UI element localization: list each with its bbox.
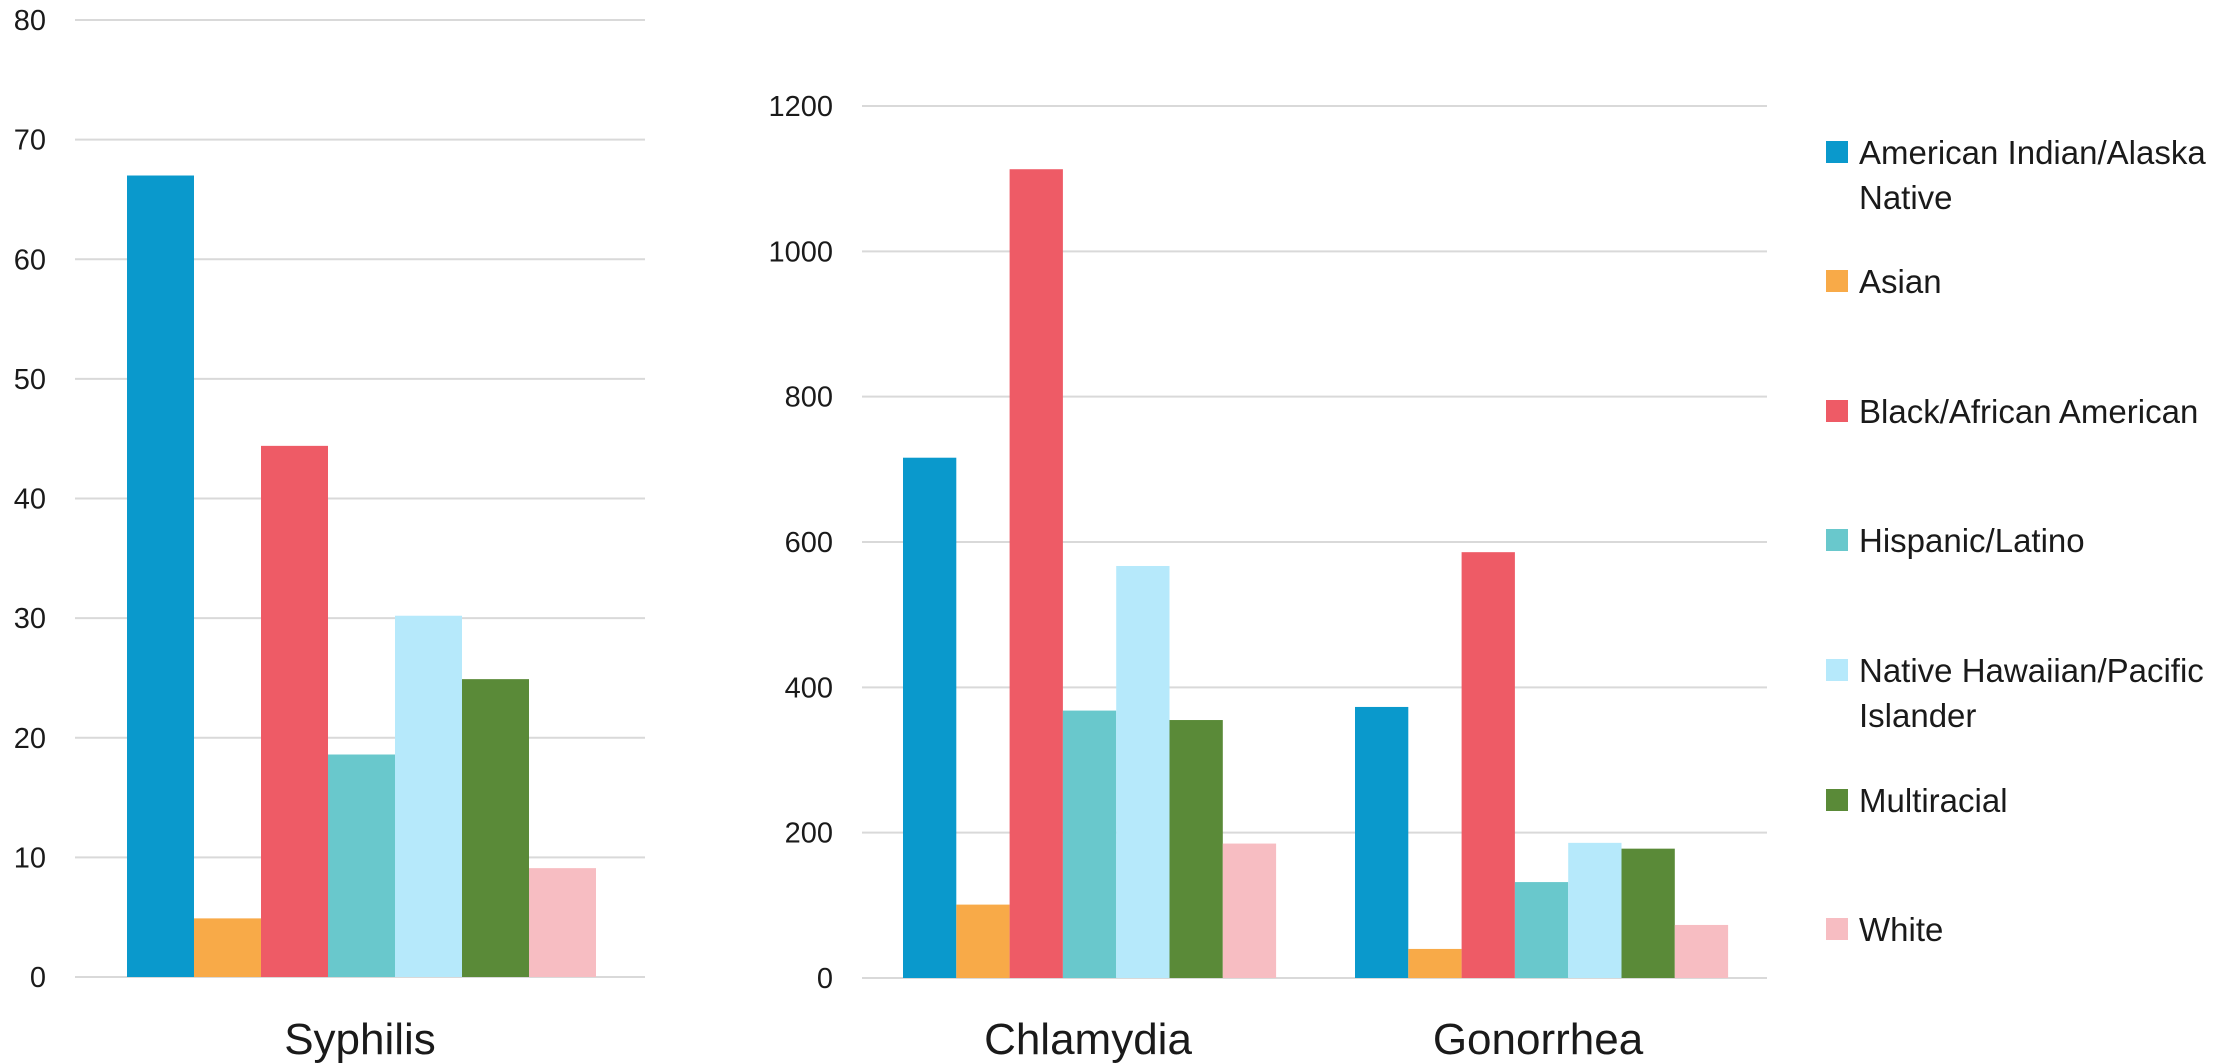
y-tick-label: 800 — [785, 382, 833, 414]
legend-label: Asian — [1859, 263, 1942, 300]
bar-chlamydia-black-african-american — [1009, 169, 1063, 979]
y-tick-label: 30 — [14, 603, 46, 635]
y-tick-label: 70 — [14, 125, 46, 157]
legend-swatch-american-indian-alaska-native — [1826, 141, 1848, 163]
legend-swatch-multiracial — [1826, 789, 1848, 811]
category-label-gonorrhea: Gonorrhea — [1433, 1015, 1644, 1064]
y-tick-label: 1000 — [768, 236, 833, 268]
y-tick-label: 1200 — [768, 91, 833, 123]
legend-swatch-native-hawaiian-pacific-islander — [1826, 659, 1848, 681]
y-tick-label: 40 — [14, 484, 46, 516]
legend-label: White — [1859, 911, 1943, 948]
legend: American Indian/Alaska Native Asian Black/A… — [1826, 134, 2206, 948]
bar-syphilis-black-african-american — [261, 445, 328, 977]
bar-chlamydia-multiracial — [1169, 720, 1223, 978]
syphilis-chart: 0 10 20 30 40 50 60 70 80 Syphilis — [14, 5, 645, 1064]
bar-chlamydia-asian — [956, 904, 1010, 978]
bar-gonorrhea-multiracial — [1621, 848, 1675, 978]
bar-gonorrhea-hispanic-latino — [1514, 882, 1569, 978]
legend-label: Multiracial — [1859, 782, 2008, 819]
y-tick-label: 10 — [14, 842, 46, 874]
category-label-chlamydia: Chlamydia — [984, 1015, 1192, 1064]
legend-swatch-white — [1826, 918, 1848, 940]
category-label-syphilis: Syphilis — [284, 1015, 436, 1064]
y-tick-label: 20 — [14, 723, 46, 755]
y-tick-label: 400 — [785, 672, 833, 704]
bar-syphilis-hispanic-latino — [328, 754, 395, 977]
bar-gonorrhea-native-hawaiian-pacific-islander — [1568, 842, 1622, 978]
bar-chlamydia-hispanic-latino — [1062, 710, 1117, 978]
y-tick-label: 0 — [817, 963, 833, 995]
y-tick-label: 0 — [30, 962, 46, 994]
bar-syphilis-white — [529, 868, 596, 977]
legend-label: Black/African American — [1859, 393, 2198, 430]
legend-label: Islander — [1859, 697, 1976, 734]
legend-label: Hispanic/Latino — [1859, 522, 2085, 559]
bar-gonorrhea-american-indian-alaska-native — [1355, 706, 1409, 978]
y-tick-label: 600 — [785, 527, 833, 559]
bar-chlamydia-american-indian-alaska-native — [903, 457, 957, 978]
bar-syphilis-native-hawaiian-pacific-islander — [395, 615, 462, 977]
y-tick-label: 50 — [14, 364, 46, 396]
y-tick-label: 80 — [14, 5, 46, 37]
bar-syphilis-asian — [194, 918, 261, 977]
bar-gonorrhea-black-african-american — [1461, 552, 1515, 978]
bar-syphilis-american-indian-alaska-native — [127, 175, 194, 977]
legend-swatch-black-african-american — [1826, 400, 1848, 422]
bar-syphilis-multiracial — [462, 679, 529, 977]
legend-label: American Indian/Alaska — [1859, 134, 2206, 171]
y-tick-label: 60 — [14, 244, 46, 276]
bar-gonorrhea-asian — [1408, 948, 1462, 978]
legend-swatch-asian — [1826, 270, 1848, 292]
legend-swatch-hispanic-latino — [1826, 529, 1848, 551]
legend-label: Native — [1859, 179, 1953, 216]
chlamydia-gonorrhea-chart: 0 200 400 600 800 1000 1200 Chlamydia Gonorrhea — [768, 91, 1767, 1064]
bar-chlamydia-white — [1222, 843, 1277, 978]
legend-label: Native Hawaiian/Pacific — [1859, 652, 2204, 689]
y-tick-label: 200 — [785, 818, 833, 850]
bar-gonorrhea-white — [1674, 924, 1729, 978]
bar-chlamydia-native-hawaiian-pacific-islander — [1116, 565, 1170, 978]
